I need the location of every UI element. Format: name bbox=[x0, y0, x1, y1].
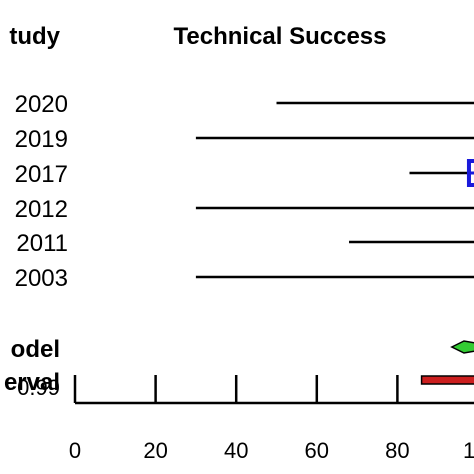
x-tick-label: 1 bbox=[463, 438, 474, 463]
study-label: 2011 bbox=[16, 230, 68, 257]
prediction-interval-bar bbox=[420, 375, 474, 385]
study-label: 2012 bbox=[15, 196, 68, 223]
x-tick-label: 20 bbox=[143, 438, 167, 463]
study-label: 2003 bbox=[15, 265, 68, 292]
x-tick-label: 60 bbox=[305, 438, 329, 463]
summary-label-model: odel bbox=[11, 336, 60, 363]
x-tick-label: 0 bbox=[69, 438, 81, 463]
summary-value-label: 0.99 bbox=[17, 375, 60, 400]
summary-diamond bbox=[450, 340, 474, 354]
x-tick-label: 40 bbox=[224, 438, 248, 463]
x-tick-label: 80 bbox=[385, 438, 409, 463]
study-label: 2020 bbox=[15, 91, 68, 118]
column-header: tudy bbox=[9, 23, 60, 50]
summary-label-interval: erval bbox=[4, 369, 60, 396]
chart-title: Technical Success bbox=[174, 23, 387, 50]
study-label: 2017 bbox=[15, 161, 68, 188]
study-label: 2019 bbox=[15, 126, 68, 153]
